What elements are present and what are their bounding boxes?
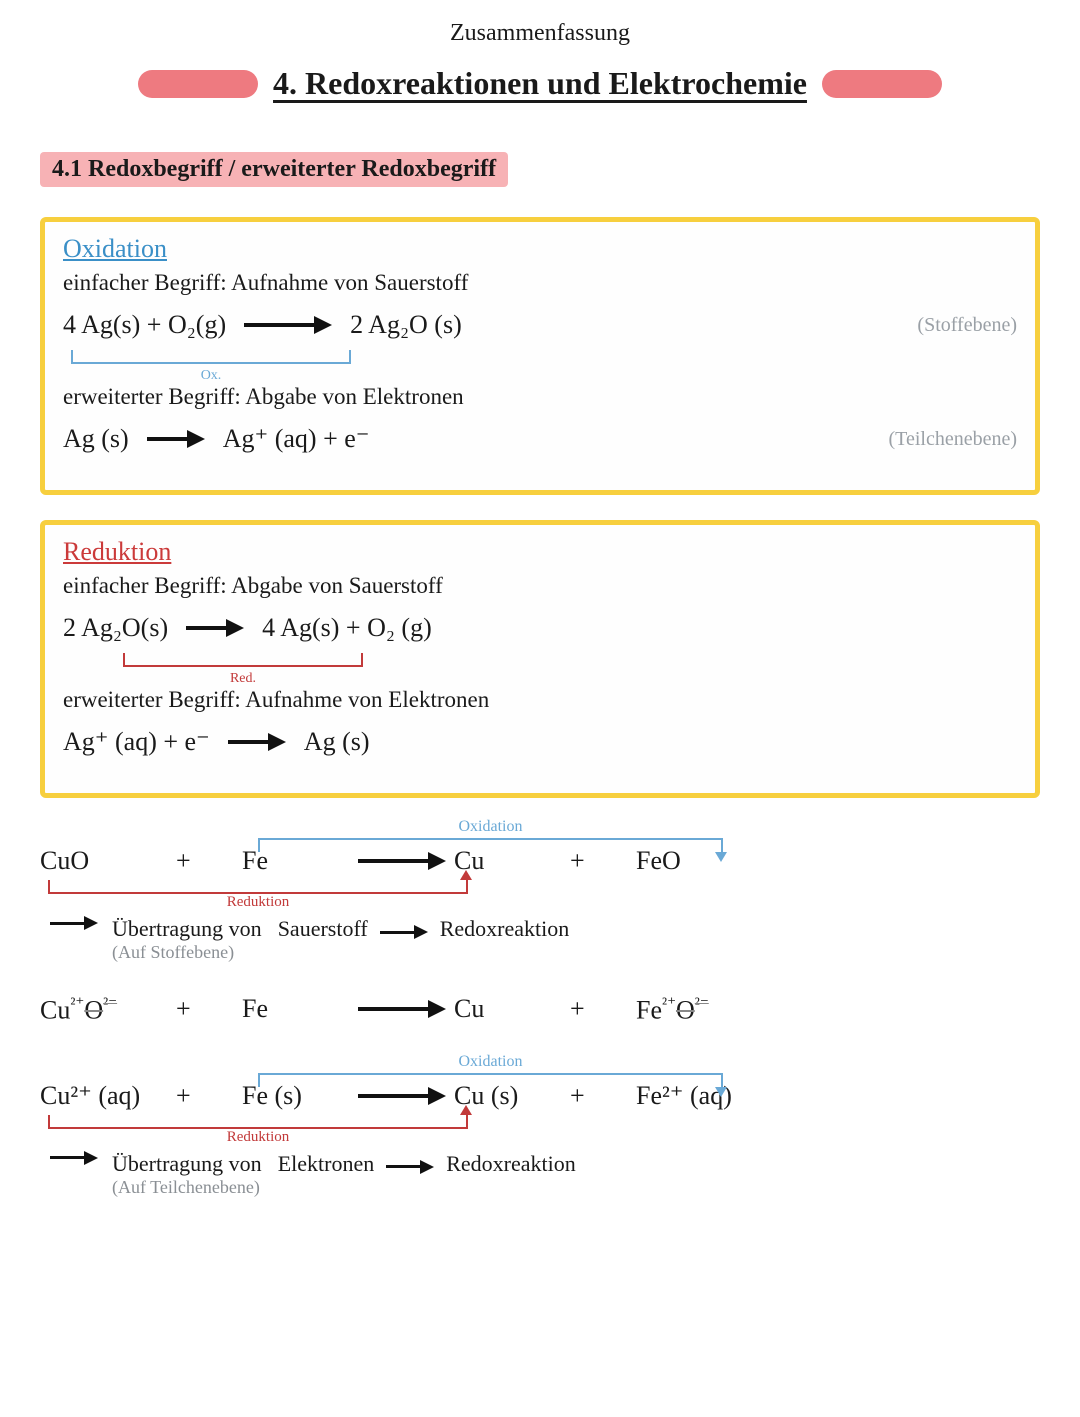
arrow-icon (358, 852, 448, 870)
main-title: 4. Redoxreaktionen und Elektrochemie (273, 65, 807, 102)
reduction-box: Reduktion einfacher Begriff: Abgabe von … (40, 520, 1040, 798)
red-eq2-rhs: Ag (s) (304, 727, 370, 757)
ox-eq1-side: (Stoffebene) (917, 314, 1017, 337)
redox3-t3: Redoxreaktion (446, 1151, 576, 1176)
title-row: 4. Redoxreaktionen und Elektrochemie (40, 65, 1040, 102)
reduction-title: Reduktion (63, 537, 1017, 567)
redox1-red-label: Reduktion (48, 894, 468, 911)
arrow-icon (147, 430, 205, 448)
arrow-icon (358, 1000, 448, 1018)
redox2-c6: + (570, 994, 630, 1024)
reduction-extended-def: erweiterter Begriff: Aufnahme von Elektr… (63, 687, 1017, 713)
arrow-icon (186, 619, 244, 637)
oxidation-extended-def: erweiterter Begriff: Abgabe von Elektron… (63, 384, 1017, 410)
oxidation-simple-def: einfacher Begriff: Aufnahme von Sauersto… (63, 270, 1017, 296)
right-pill (822, 70, 942, 98)
red-eq1-rhs: 4 Ag(s) + O₂ (g) (262, 613, 432, 643)
red-eq2-lhs: Ag⁺ (aq) + e⁻ (63, 727, 210, 757)
ox-eq2-side: (Teilchenebene) (888, 428, 1017, 451)
redox1-t1: Übertragung von (112, 916, 262, 941)
redox3-transfer: Übertragung von Elektronen Redoxreaktion… (50, 1151, 1040, 1198)
redox1-transfer: Übertragung von Sauerstoff Redoxreaktion… (50, 916, 1040, 963)
arrow-icon (50, 1151, 98, 1165)
arrow-icon (358, 1087, 448, 1105)
redox1-c1: CuO (40, 846, 170, 876)
redox3-equation: Oxidation Cu²⁺ (aq) + Fe (s) Cu (s) + Fe… (40, 1081, 1040, 1111)
oxidation-box: Oxidation einfacher Begriff: Aufnahme vo… (40, 217, 1040, 495)
arrow-icon (50, 916, 98, 930)
ox-eq1-rhs: 2 Ag₂O (s) (350, 310, 462, 340)
redox2-c1: Cu²⁺O²⁻ (40, 993, 170, 1026)
reduction-eq1: 2 Ag₂O(s) 4 Ag(s) + O₂ (g) (63, 613, 1017, 643)
redox2-c5: Cu (454, 994, 564, 1024)
redox1-t3: Redoxreaktion (440, 916, 570, 941)
redox3-c2: + (176, 1081, 236, 1111)
arrow-icon (244, 316, 332, 334)
redox3-t1: Übertragung von (112, 1151, 262, 1176)
page-header: Zusammenfassung (40, 20, 1040, 47)
redox3-t2: Elektronen (278, 1151, 375, 1176)
ox-eq1-lhs: 4 Ag(s) + O₂(g) (63, 310, 226, 340)
red-eq1-lhs: 2 Ag₂O(s) (63, 613, 168, 643)
oxidation-title: Oxidation (63, 234, 1017, 264)
redox3-note: (Auf Teilchenebene) (112, 1177, 576, 1198)
ox-eq2-rhs: Ag⁺ (aq) + e⁻ (223, 424, 370, 454)
section-heading: 4.1 Redoxbegriff / erweiterter Redoxbegr… (40, 152, 508, 187)
ox-eq2-lhs: Ag (s) (63, 424, 129, 454)
arrow-icon (380, 925, 428, 939)
ox-bracket (71, 350, 351, 364)
redox1-note: (Auf Stoffebene) (112, 942, 569, 963)
arrow-icon (386, 1160, 434, 1174)
redox1-ox-label: Oxidation (258, 818, 723, 836)
redox3-red-label: Reduktion (48, 1129, 468, 1146)
redox1-c2: + (176, 846, 236, 876)
redox2-c3: Fe (242, 994, 352, 1024)
redox2-c7: Fe²⁺O²⁻ (636, 993, 766, 1026)
redox1-equation: Oxidation CuO + Fe Cu + FeO Reduktion (40, 846, 1040, 876)
oxidation-eq1: 4 Ag(s) + O₂(g) 2 Ag₂O (s) (Stoffebene) (63, 310, 1017, 340)
redox2-c2: + (176, 994, 236, 1024)
reduction-simple-def: einfacher Begriff: Abgabe von Sauerstoff (63, 573, 1017, 599)
redox1-t2: Sauerstoff (278, 916, 368, 941)
red-bracket-label: Red. (123, 671, 363, 687)
arrow-icon (228, 733, 286, 751)
ox-bracket-label: Ox. (71, 368, 351, 384)
redox2-equation: Cu²⁺O²⁻ + Fe Cu + Fe²⁺O²⁻ (40, 993, 1040, 1026)
redox3-c1: Cu²⁺ (aq) (40, 1081, 170, 1111)
red-bracket (123, 653, 363, 667)
left-pill (138, 70, 258, 98)
reduction-eq2: Ag⁺ (aq) + e⁻ Ag (s) (63, 727, 1017, 757)
redox3-ox-label: Oxidation (258, 1053, 723, 1071)
oxidation-eq2: Ag (s) Ag⁺ (aq) + e⁻ (Teilchenebene) (63, 424, 1017, 454)
